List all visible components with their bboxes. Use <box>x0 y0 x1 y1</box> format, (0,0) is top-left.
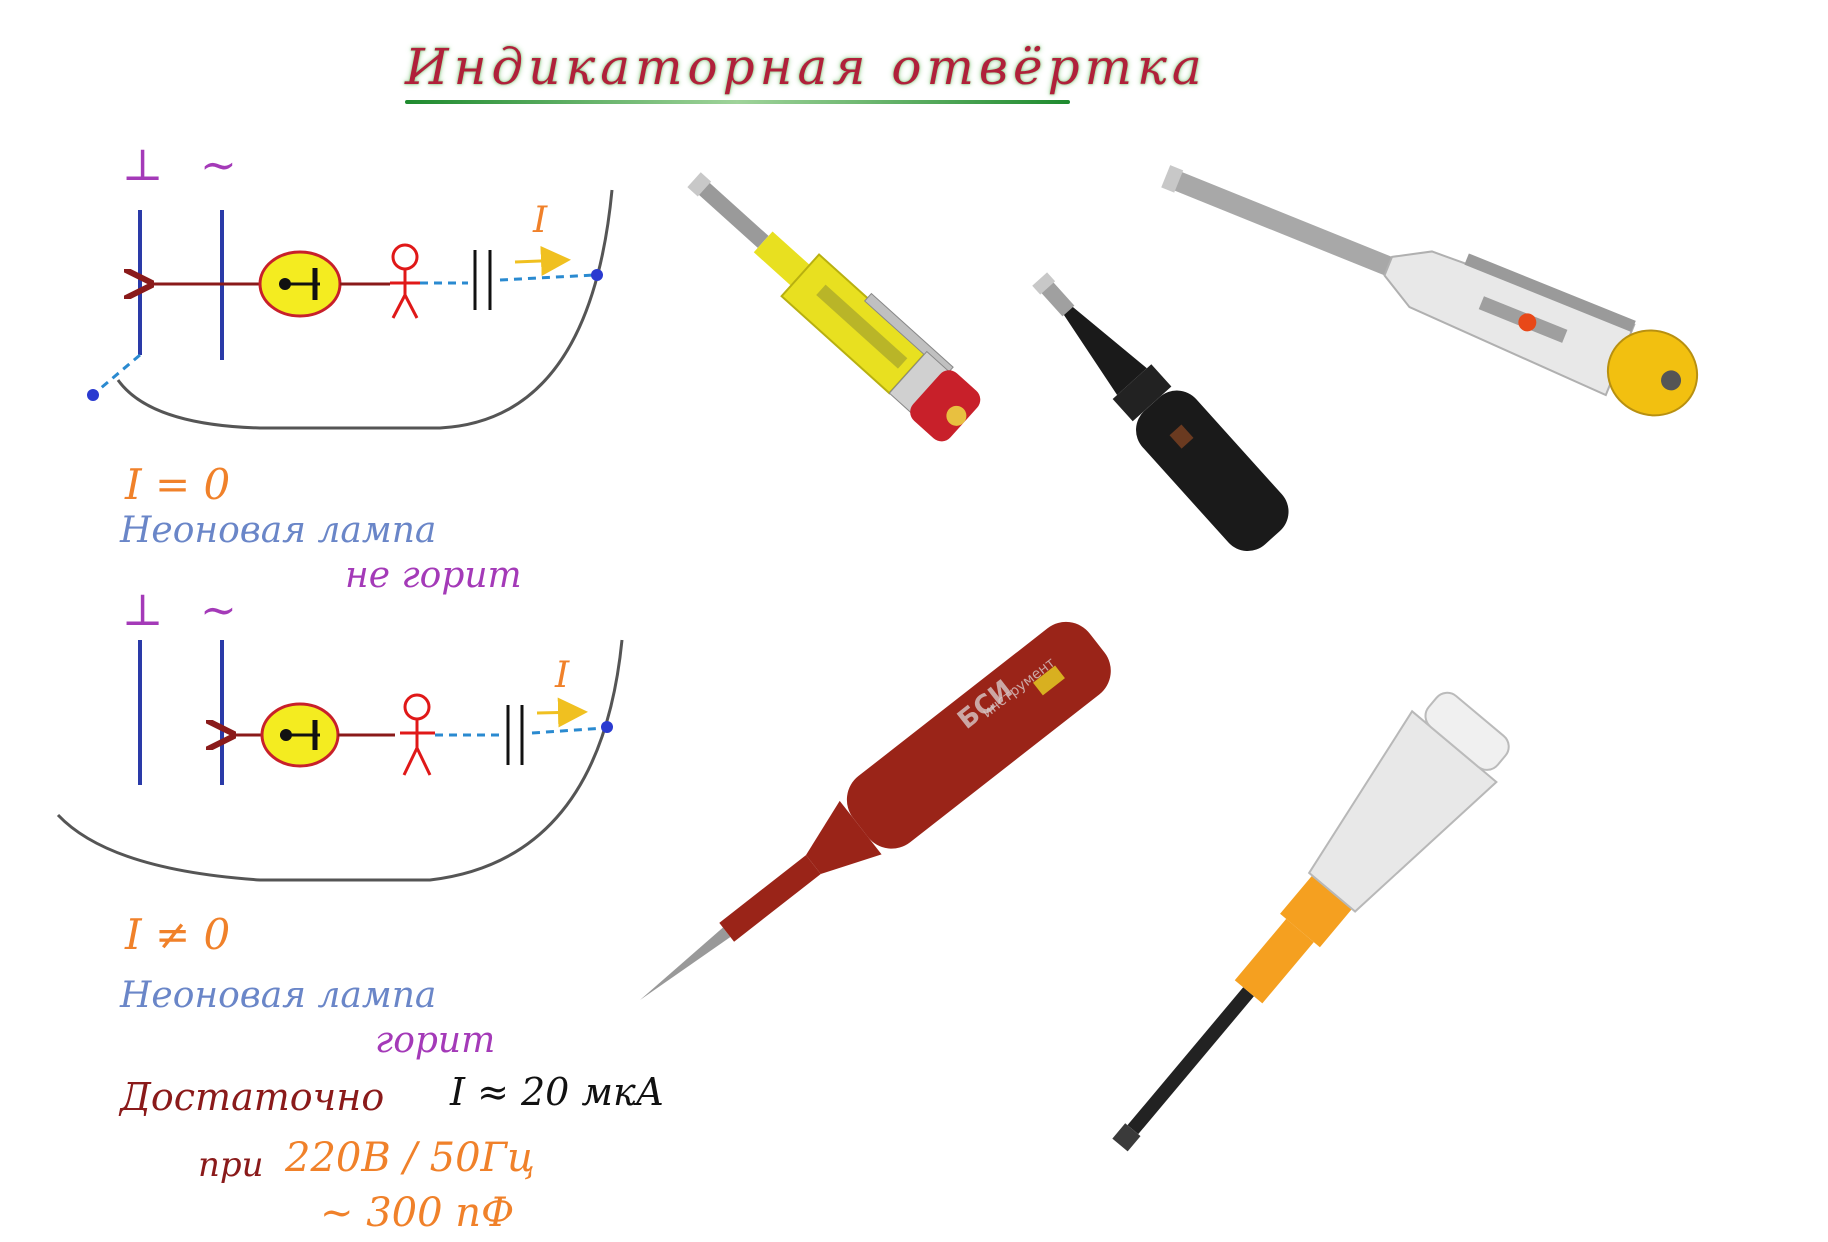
black-screwdriver-image <box>1032 272 1289 552</box>
ac-symbol: ~ <box>200 585 237 636</box>
yellow-screwdriver-image <box>687 172 981 442</box>
at-word: при <box>198 1145 264 1185</box>
current-label: I <box>555 655 570 696</box>
orange-screwdriver-image <box>1112 691 1510 1152</box>
current-label: I <box>533 200 548 241</box>
red-bsi-screwdriver-image <box>640 621 1111 1000</box>
earth-bowl <box>56 639 624 882</box>
clear-screwdriver-image <box>1161 165 1699 417</box>
ground-symbol: ⊥ <box>122 140 164 191</box>
current-value: I ≈ 20 мкА <box>450 1070 665 1114</box>
enough-word: Достаточно <box>120 1075 385 1119</box>
lamp-text-1: Неоновая лампа <box>120 975 437 1016</box>
voltage-frequency: 220В / 50Гц <box>285 1135 535 1181</box>
ground-symbol: ⊥ <box>122 585 164 636</box>
page-title: Индикаторная отвёртка <box>405 38 1207 96</box>
result-label: I ≠ 0 <box>125 910 231 959</box>
lamp-text-2: горит <box>375 1020 496 1061</box>
result-label: I = 0 <box>125 460 231 509</box>
lamp-text-2: не горит <box>345 555 522 596</box>
ac-symbol: ~ <box>200 140 237 191</box>
capacitance-value: ~ 300 пФ <box>320 1190 515 1236</box>
person-icon <box>390 243 420 319</box>
earth-bowl <box>116 189 614 430</box>
person-icon <box>400 693 435 776</box>
title-underline <box>405 100 1070 104</box>
diagram-top <box>87 189 614 430</box>
diagram-bottom <box>56 639 624 882</box>
lamp-text-1: Неоновая лампа <box>120 510 437 551</box>
